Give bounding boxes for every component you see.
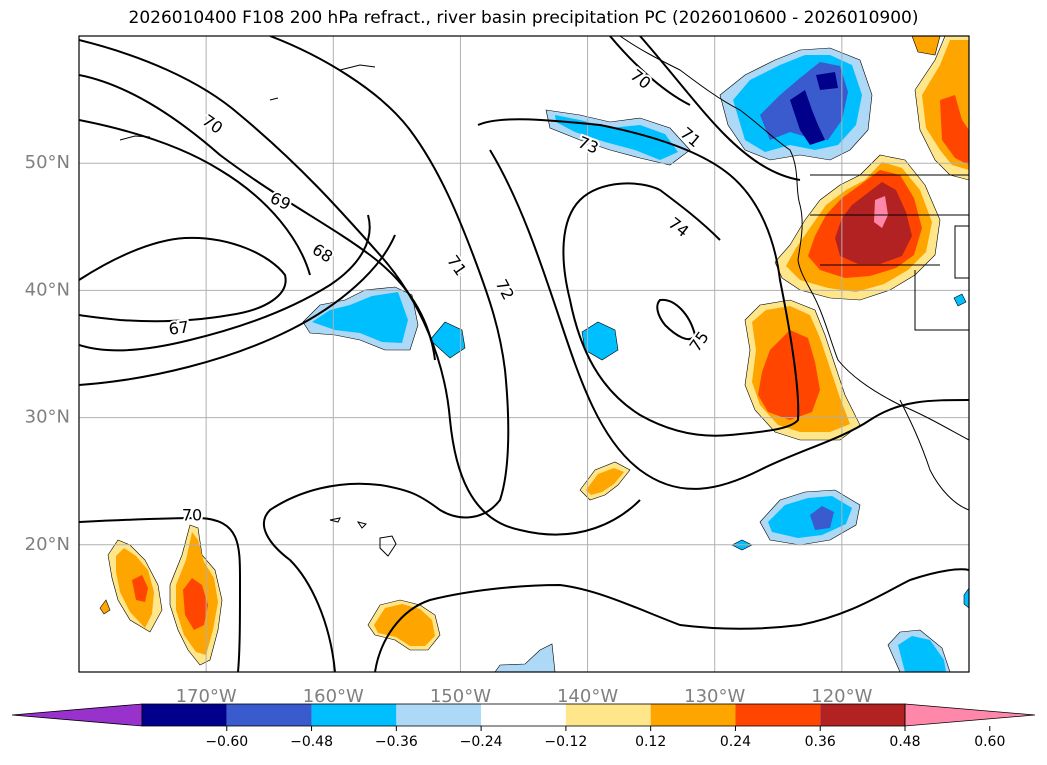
colorbar-tick-label: −0.48 (290, 734, 333, 750)
colorbar-swatch (481, 704, 566, 726)
colorbar-tick-label: 0.24 (720, 734, 751, 750)
colorbar-tick-label: −0.60 (205, 734, 248, 750)
colorbar-tick-label: 0.48 (889, 734, 920, 750)
latitude-label: 30°N (25, 407, 70, 428)
longitude-label: 140°W (557, 686, 618, 707)
colorbar-tick-label: −0.24 (460, 734, 503, 750)
latitude-labels: 50°N 40°N 30°N 20°N (25, 152, 70, 555)
colorbar-swatch (142, 704, 227, 726)
longitude-label: 170°W (176, 686, 237, 707)
map-frame (78, 35, 970, 673)
colorbar-tick-label: 0.36 (805, 734, 836, 750)
colorbar-swatch (735, 704, 821, 726)
colorbar-swatch (820, 704, 905, 726)
longitude-label: 160°W (303, 686, 364, 707)
latitude-label: 50°N (25, 152, 70, 173)
colorbar-swatch (226, 704, 312, 726)
colorbar-outline (141, 703, 906, 727)
longitude-label: 120°W (811, 686, 872, 707)
colorbar-extend-high (904, 703, 1036, 727)
colorbar-tick-label: −0.12 (544, 734, 587, 750)
coastlines (119, 36, 969, 557)
colorbar-extend-low (11, 703, 143, 727)
latitude-label: 40°N (25, 279, 70, 300)
colorbar-tick-label: 0.60 (974, 734, 1005, 750)
colorbar-swatch (565, 704, 651, 726)
latitude-label: 20°N (25, 534, 70, 555)
colorbar-tick-label: −0.36 (375, 734, 418, 750)
colorbar-swatch (311, 704, 397, 726)
longitude-label: 130°W (684, 686, 745, 707)
chart-title: 2026010400 F108 200 hPa refract., river … (128, 8, 919, 28)
longitude-labels: 170°W 160°W 150°W 140°W 130°W 120°W (176, 686, 873, 707)
colorbar: −0.60 −0.48 −0.36 −0.24 −0.12 0.12 0.24 0.36 0.4… (11, 703, 1036, 750)
colorbar-tick-label: 0.12 (635, 734, 666, 750)
contour-label: 67 (167, 317, 190, 339)
colorbar-swatch (396, 704, 482, 726)
contour-label: 70 (182, 506, 202, 525)
colorbar-swatch (650, 704, 736, 726)
refractivity-contours (79, 36, 969, 672)
longitude-label: 150°W (430, 686, 491, 707)
